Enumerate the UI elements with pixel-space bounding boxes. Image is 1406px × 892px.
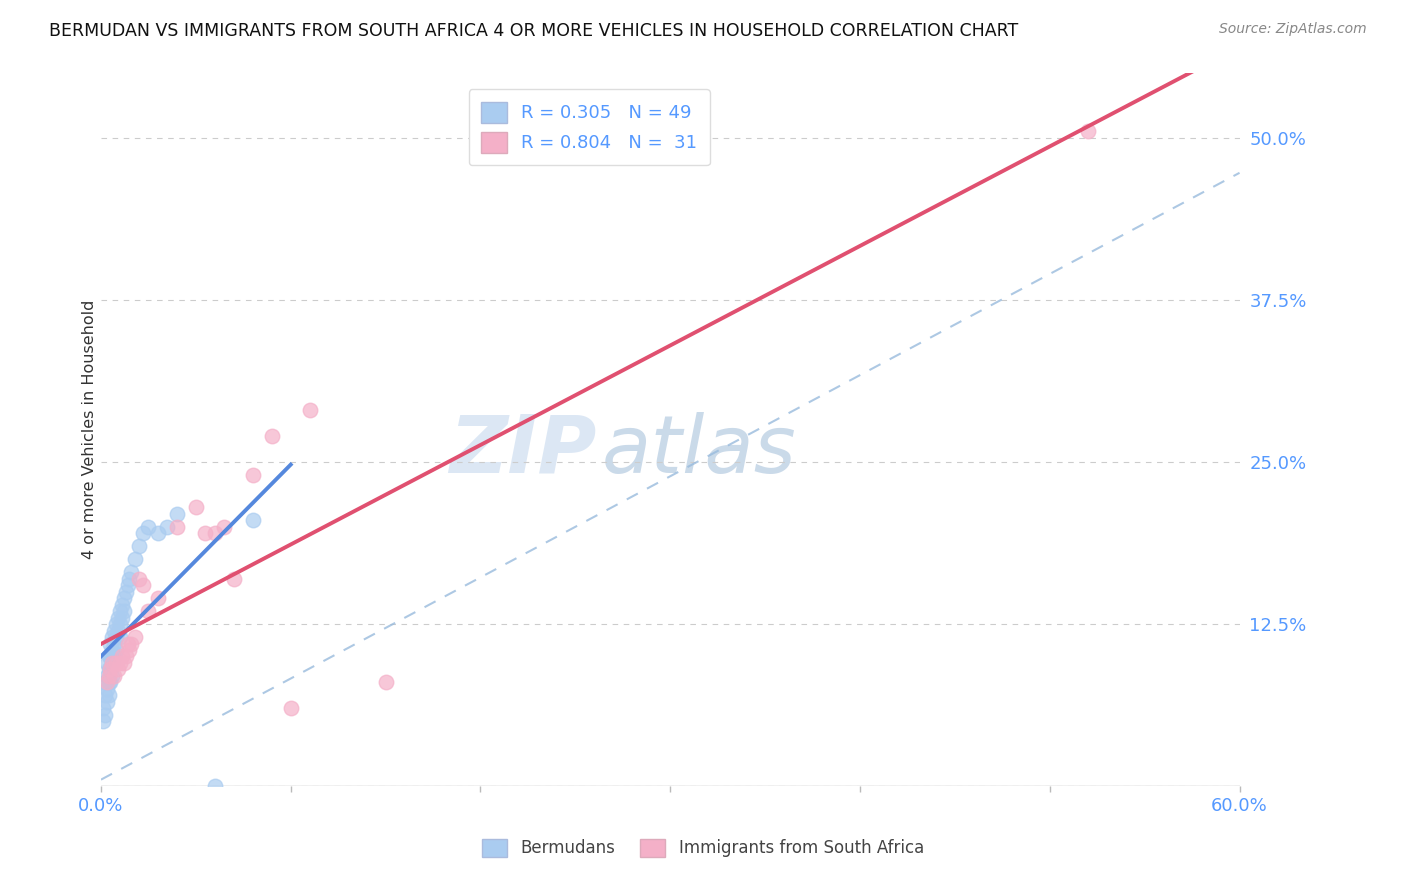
Text: BERMUDAN VS IMMIGRANTS FROM SOUTH AFRICA 4 OR MORE VEHICLES IN HOUSEHOLD CORRELA: BERMUDAN VS IMMIGRANTS FROM SOUTH AFRICA… [49, 22, 1018, 40]
Point [107, 624, 129, 638]
Point [120, 636, 142, 650]
Point [100, 649, 122, 664]
Point [138, 520, 160, 534]
Point [242, 467, 264, 482]
Point [103, 636, 125, 650]
Point [114, 649, 136, 664]
Text: atlas: atlas [602, 412, 797, 490]
Point [101, 656, 124, 670]
Point [91, 701, 114, 715]
Point [96, 656, 118, 670]
Point [101, 656, 124, 670]
Point [101, 630, 124, 644]
Point [214, 520, 236, 534]
Point [108, 656, 131, 670]
Point [156, 520, 179, 534]
Point [94, 675, 117, 690]
Point [108, 617, 131, 632]
Point [97, 689, 120, 703]
Point [124, 630, 146, 644]
Point [97, 669, 120, 683]
Point [108, 630, 131, 644]
Point [128, 572, 150, 586]
Point [138, 604, 160, 618]
Point [111, 649, 134, 664]
Point [101, 669, 124, 683]
Point [117, 578, 139, 592]
Point [107, 610, 129, 624]
Point [97, 662, 120, 676]
Point [100, 675, 122, 690]
Point [146, 526, 169, 541]
Point [100, 636, 122, 650]
Point [97, 675, 120, 690]
Point [91, 714, 114, 729]
Point [112, 591, 135, 606]
Point [166, 507, 188, 521]
Point [105, 643, 128, 657]
Point [298, 403, 321, 417]
Point [100, 662, 122, 676]
Point [107, 662, 129, 676]
Point [117, 636, 139, 650]
Point [260, 429, 283, 443]
Point [166, 520, 188, 534]
Point [184, 500, 207, 515]
Point [94, 707, 117, 722]
Point [131, 578, 153, 592]
Point [112, 656, 135, 670]
Point [128, 539, 150, 553]
Point [105, 630, 128, 644]
Point [112, 604, 135, 618]
Point [194, 526, 217, 541]
Point [105, 656, 128, 670]
Point [100, 662, 122, 676]
Point [374, 675, 396, 690]
Point [114, 584, 136, 599]
Point [103, 669, 125, 683]
Point [280, 701, 302, 715]
Point [1077, 124, 1099, 138]
Point [222, 572, 245, 586]
Point [103, 649, 125, 664]
Point [124, 552, 146, 566]
Point [103, 624, 125, 638]
Point [96, 695, 118, 709]
Point [96, 681, 118, 696]
Point [204, 526, 226, 541]
Point [118, 643, 141, 657]
Y-axis label: 4 or more Vehicles in Household: 4 or more Vehicles in Household [83, 300, 97, 559]
Point [131, 526, 153, 541]
Point [96, 669, 118, 683]
Point [146, 591, 169, 606]
Legend: Bermudans, Immigrants from South Africa: Bermudans, Immigrants from South Africa [475, 832, 931, 864]
Point [118, 572, 141, 586]
Point [111, 610, 134, 624]
Point [94, 689, 117, 703]
Legend: R = 0.305   N = 49, R = 0.804   N =  31: R = 0.305 N = 49, R = 0.804 N = 31 [468, 89, 710, 165]
Point [97, 649, 120, 664]
Point [204, 779, 226, 793]
Point [111, 598, 134, 612]
Text: Source: ZipAtlas.com: Source: ZipAtlas.com [1219, 22, 1367, 37]
Point [96, 675, 118, 690]
Point [120, 565, 142, 579]
Point [101, 643, 124, 657]
Point [242, 513, 264, 527]
Point [108, 604, 131, 618]
Text: ZIP: ZIP [449, 412, 596, 490]
Point [105, 617, 128, 632]
